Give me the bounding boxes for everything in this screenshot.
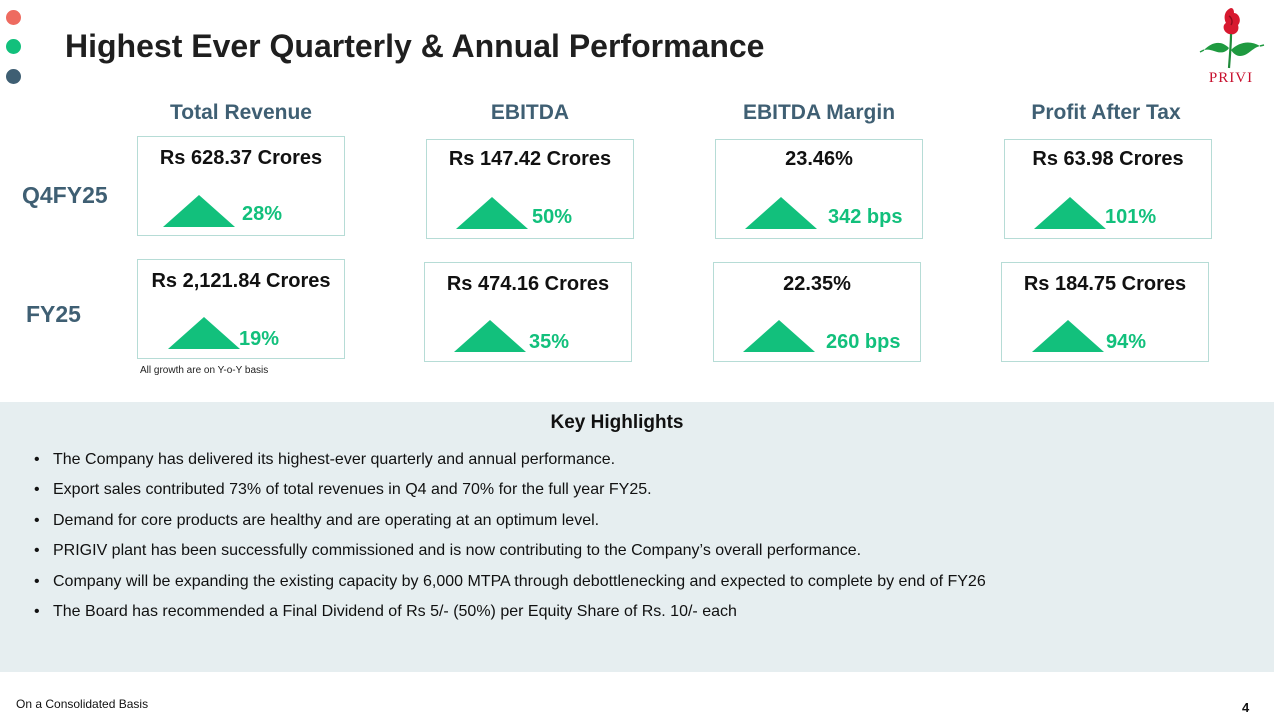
up-triangle-icon [1034, 197, 1106, 229]
column-header-total-revenue: Total Revenue [170, 101, 312, 124]
growth-value: 19% [239, 328, 280, 350]
growth-value: 50% [532, 206, 573, 228]
key-highlights-title: Key Highlights [550, 412, 684, 433]
list-item: The Board has recommended a Final Divide… [32, 601, 986, 631]
logo-wordmark: PRIVI [1208, 70, 1254, 86]
metric-card-q4-ebitda-margin: 23.46% 342 bps [715, 139, 923, 239]
up-triangle-icon [163, 195, 235, 227]
up-triangle-icon [168, 317, 240, 349]
key-highlights-panel: Key Highlights The Company has delivered… [0, 402, 1274, 672]
metric-card-fy25-total-revenue: Rs 2,121.84 Crores 19% [137, 259, 345, 359]
key-highlights-list: The Company has delivered its highest-ev… [32, 449, 986, 631]
decor-dot-red [6, 10, 21, 25]
metric-value: Rs 2,121.84 Crores [151, 270, 331, 292]
growth-value: 28% [242, 203, 283, 225]
up-triangle-icon [1032, 320, 1104, 352]
list-item: PRIGIV plant has been successfully commi… [32, 540, 986, 570]
up-triangle-icon [745, 197, 817, 229]
metric-value: Rs 63.98 Crores [1032, 148, 1184, 170]
footer-note: On a Consolidated Basis [16, 697, 149, 711]
up-triangle-icon [743, 320, 815, 352]
growth-value: 342 bps [828, 206, 903, 228]
up-triangle-icon [456, 197, 528, 229]
column-header-ebitda: EBITDA [490, 101, 570, 124]
metric-value: Rs 474.16 Crores [446, 273, 610, 295]
list-item: Company will be expanding the existing c… [32, 571, 986, 601]
page-title: Highest Ever Quarterly & Annual Performa… [65, 28, 765, 64]
metric-card-q4-total-revenue: Rs 628.37 Crores 28% [137, 136, 345, 236]
growth-value: 94% [1106, 331, 1147, 353]
metric-card-fy25-profit-after-tax: Rs 184.75 Crores 94% [1001, 262, 1209, 362]
list-item: The Company has delivered its highest-ev… [32, 449, 986, 479]
growth-value: 101% [1105, 206, 1157, 228]
growth-value: 260 bps [826, 331, 901, 353]
metric-card-fy25-ebitda-margin: 22.35% 260 bps [713, 262, 921, 362]
column-header-ebitda-margin: EBITDA Margin [742, 101, 896, 124]
growth-basis-note: All growth are on Y-o-Y basis [140, 365, 269, 376]
up-triangle-icon [454, 320, 526, 352]
list-item: Demand for core products are healthy and… [32, 510, 986, 540]
page-number: 4 [1242, 700, 1250, 715]
metric-card-q4-ebitda: Rs 147.42 Crores 50% [426, 139, 634, 239]
growth-value: 35% [529, 331, 570, 353]
metric-value: Rs 147.42 Crores [448, 148, 612, 170]
metric-value: Rs 184.75 Crores [1023, 273, 1187, 295]
metric-card-fy25-ebitda: Rs 474.16 Crores 35% [424, 262, 632, 362]
decor-dot-green [6, 39, 21, 54]
row-header-q4fy25: Q4FY25 [22, 182, 108, 208]
metric-value: 22.35% [783, 273, 851, 295]
decor-dot-slate [6, 69, 21, 84]
list-item: Export sales contributed 73% of total re… [32, 479, 986, 509]
metric-value: Rs 628.37 Crores [159, 147, 323, 169]
column-header-profit-after-tax: Profit After Tax [1031, 101, 1181, 124]
metric-card-q4-profit-after-tax: Rs 63.98 Crores 101% [1004, 139, 1212, 239]
row-header-fy25: FY25 [26, 301, 81, 327]
metric-value: 23.46% [785, 148, 853, 170]
rose-logo-icon [1199, 8, 1265, 69]
